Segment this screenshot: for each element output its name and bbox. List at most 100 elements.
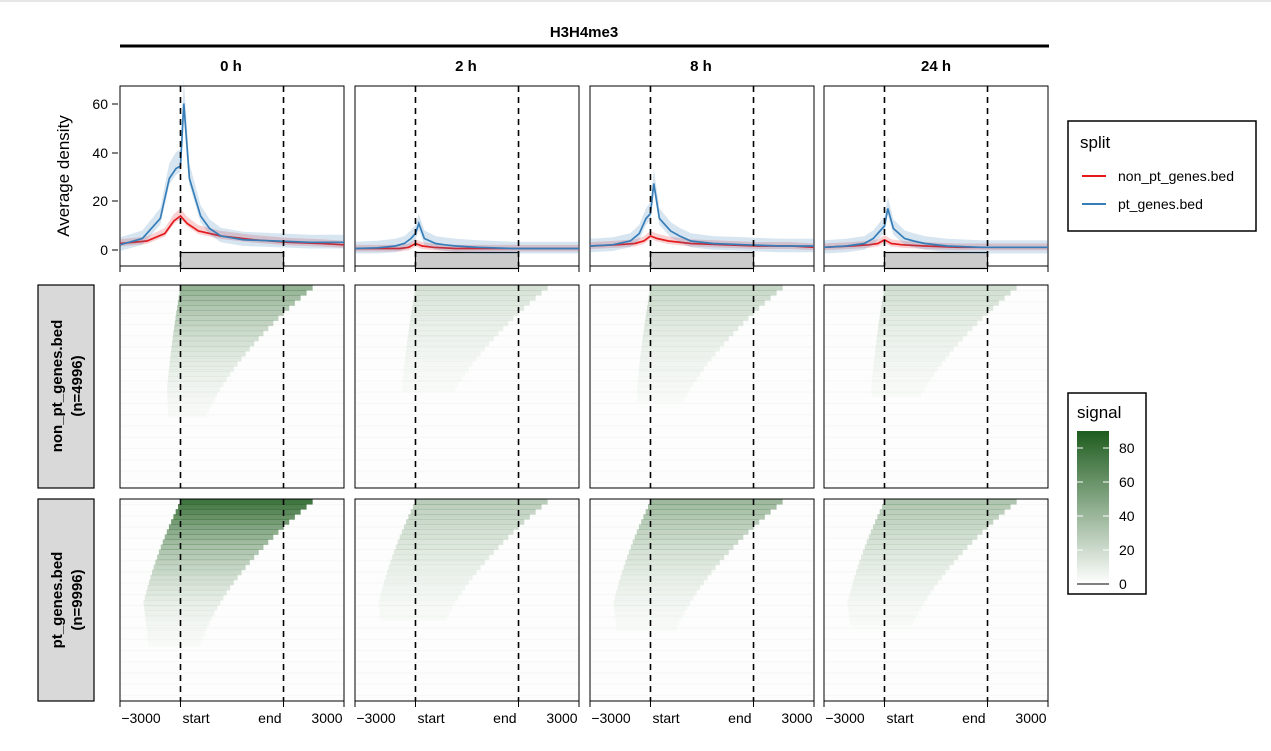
heatmap-cell [623, 564, 716, 571]
heatmap-cell [613, 600, 691, 606]
heatmap-cell [880, 310, 988, 316]
heatmap-frame [354, 498, 580, 702]
heatmap-cell [414, 290, 542, 296]
heatmap-cell [146, 589, 227, 596]
heatmap-cell [650, 285, 783, 291]
heatmap-cell [647, 300, 765, 306]
heatmap-cell [620, 574, 708, 581]
heatmap-cell [144, 594, 224, 601]
heatmap-cell [882, 295, 1005, 301]
heatmap-cell [851, 584, 935, 591]
heatmap-cell [645, 315, 749, 322]
row-n-non-pt: (n=4996) [69, 355, 86, 416]
x-tick-label: start [652, 710, 679, 726]
heatmap-frame [589, 498, 815, 702]
heatmap-cell [147, 584, 231, 591]
series-line-pt_genes.bed [354, 220, 579, 250]
heatmap-cell [636, 529, 749, 535]
heatmap-cell [168, 402, 212, 408]
heatmap-cell [403, 371, 465, 377]
heatmap-cell [404, 366, 469, 372]
heatmap-panel-1-1 [354, 498, 580, 702]
heatmap-cell [162, 539, 269, 545]
heatmap-cell [640, 350, 716, 357]
heatmap-cell [644, 320, 744, 327]
legend-label-non-pt: non_pt_genes.bed [1118, 168, 1234, 184]
heatmap-cell [878, 320, 978, 327]
heatmap-bg [824, 285, 1048, 488]
heatmap-cell [148, 635, 203, 641]
heatmap-cell [144, 605, 218, 611]
heatmap-cell [170, 356, 242, 362]
heatmap-cell [392, 554, 490, 561]
y-axis-label: Average density [54, 115, 73, 237]
colorbar [1077, 431, 1109, 584]
panel-title-8h: 8 h [690, 58, 712, 75]
heatmap-cell [152, 569, 242, 576]
heatmap-panel-2-1 [589, 498, 815, 702]
heatmap-cell [178, 504, 307, 510]
heatmap-cell [849, 615, 915, 621]
heatmap-cell [648, 295, 771, 301]
heatmap-cell [150, 574, 238, 581]
x-tick-label: start [417, 710, 444, 726]
heatmap-cell [413, 295, 536, 301]
heatmap-cell [406, 340, 490, 347]
heatmap-cell [147, 630, 204, 636]
heatmap-cell [158, 549, 259, 556]
heatmap-cell [857, 564, 950, 571]
heatmap-cell [645, 509, 771, 515]
heatmap-frame [589, 284, 815, 489]
heatmap-cell [180, 499, 313, 505]
profile-panel-2 [589, 85, 815, 270]
heatmap-cell [868, 534, 978, 540]
heatmap-cell [155, 559, 250, 566]
x-tick-label: 3000 [546, 710, 577, 726]
heatmap-cell [381, 589, 462, 596]
x-tick-label: −3000 [121, 710, 161, 726]
x-tick-label: 3000 [311, 710, 342, 726]
heatmap-frame [119, 284, 345, 489]
heatmap-cell [388, 564, 481, 571]
profile-panel-3 [823, 85, 1049, 270]
heatmap-cell [395, 544, 499, 550]
x-tick-label: end [962, 710, 985, 726]
heatmap-cell [413, 504, 542, 510]
heatmap-cell [403, 524, 519, 530]
heatmap-cell [848, 594, 928, 601]
heatmap-cell [637, 381, 693, 387]
heatmap-cell [402, 387, 455, 393]
heatmap-cell [616, 620, 679, 626]
heatmap-cell [641, 345, 720, 352]
heatmap-cell [175, 315, 279, 322]
heatmap-cell [409, 325, 504, 332]
colorbar-title: signal [1077, 403, 1121, 422]
profile-panels [119, 79, 1049, 270]
heatmap-cell [415, 499, 548, 505]
heatmap-cell [854, 574, 942, 581]
colorbar-ticks: 0 20 40 60 80 [1077, 440, 1135, 592]
profile-frame [823, 85, 1049, 267]
y-tick-label-60: 60 [92, 96, 108, 112]
heatmap-cell [168, 407, 209, 413]
heatmap-cell [174, 325, 269, 332]
heatmap-cell [875, 340, 959, 347]
heatmap-cell [618, 579, 704, 586]
heatmap-cell [875, 519, 994, 525]
heatmap-cell [850, 589, 931, 596]
series-line-pt_genes.bed [823, 208, 1048, 249]
row-strip-pt: pt_genes.bed (n=9996) [37, 498, 95, 702]
legend-title: split [1080, 133, 1111, 152]
x-tick-label: −3000 [591, 710, 631, 726]
heatmap-bg [590, 285, 814, 488]
heatmap-cell [410, 509, 536, 515]
heatmap-cell [871, 381, 927, 387]
legend-split: split non_pt_genes.bed pt_genes.bed [1067, 120, 1257, 232]
profile-frame [589, 85, 815, 267]
heatmap-cell [167, 381, 224, 387]
heatmap-cell [175, 509, 301, 515]
heatmap-cell [411, 310, 519, 316]
heatmap-cell [173, 514, 295, 520]
row-n-pt: (n=9996) [69, 569, 86, 630]
heatmap-cell [882, 504, 1011, 510]
